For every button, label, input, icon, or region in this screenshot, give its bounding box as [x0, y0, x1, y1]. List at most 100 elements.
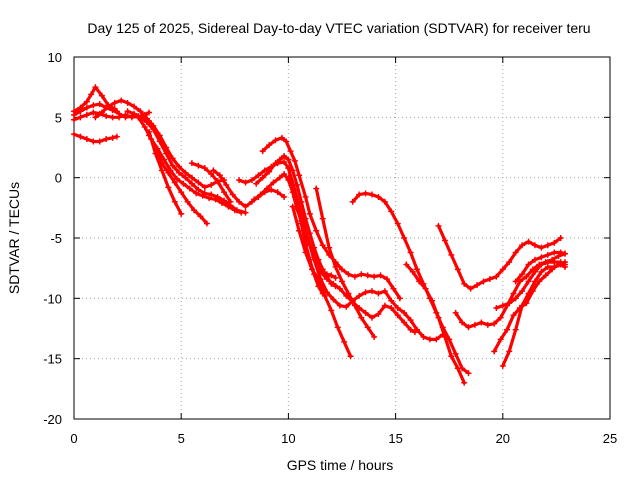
data-point [272, 137, 279, 144]
data-point [298, 210, 305, 217]
data-point [92, 84, 99, 91]
data-point [497, 336, 504, 343]
data-point [519, 302, 526, 309]
data-point [313, 227, 320, 234]
data-point [259, 174, 266, 181]
data-point [336, 302, 343, 309]
data-point [345, 290, 352, 297]
data-point [396, 295, 403, 302]
data-point [471, 321, 478, 328]
data-point [557, 235, 564, 241]
x-tick-label: 15 [388, 431, 402, 446]
data-point [538, 244, 545, 251]
data-point [461, 379, 468, 386]
data-point [150, 126, 157, 133]
data-point [195, 179, 202, 186]
data-point [242, 179, 249, 186]
data-point [135, 114, 142, 121]
data-point [83, 104, 90, 111]
data-point [531, 278, 538, 285]
data-point [416, 278, 423, 285]
data-point [195, 186, 202, 193]
data-point [388, 297, 395, 304]
data-point [377, 272, 384, 279]
data-point [401, 309, 408, 316]
data-point [384, 276, 391, 283]
data-point [111, 99, 118, 106]
data-point [231, 207, 238, 214]
data-point [259, 148, 266, 155]
data-point [334, 324, 341, 331]
data-point [504, 326, 511, 333]
data-point [308, 266, 315, 273]
data-point [191, 207, 198, 214]
data-point [467, 285, 474, 292]
series-line-sat-21 [404, 262, 466, 385]
data-point [362, 289, 369, 296]
data-point [349, 198, 356, 205]
data-point [188, 160, 195, 167]
data-point [341, 338, 348, 345]
x-tick-label: 20 [496, 431, 510, 446]
data-point [274, 189, 281, 196]
data-point [474, 282, 481, 289]
data-point [257, 191, 264, 198]
data-point [208, 191, 215, 198]
data-point [193, 190, 200, 197]
data-point [221, 189, 228, 196]
data-point [343, 303, 350, 310]
data-point [328, 307, 335, 314]
data-point [311, 254, 318, 261]
data-point [561, 261, 568, 268]
data-point [411, 329, 418, 336]
data-point [216, 172, 223, 179]
data-point [143, 119, 150, 126]
x-tick-label: 25 [603, 431, 617, 446]
data-point [551, 249, 558, 256]
data-point [345, 271, 352, 278]
data-point [394, 220, 401, 227]
data-point [152, 144, 159, 151]
data-point [208, 181, 215, 188]
data-point [88, 91, 95, 98]
data-point [358, 271, 365, 278]
data-point [131, 103, 138, 110]
data-point [178, 210, 185, 217]
data-point [77, 114, 84, 121]
data-point [551, 259, 558, 266]
data-point [317, 268, 324, 275]
data-point [103, 136, 110, 143]
data-point [390, 285, 397, 292]
data-point [422, 285, 429, 292]
data-point [478, 319, 485, 326]
data-point [321, 292, 328, 299]
data-point [253, 180, 260, 187]
data-point [403, 261, 410, 268]
data-point [90, 102, 97, 109]
y-axis-label: SDTVAR / TECUs [6, 182, 22, 294]
data-point [92, 114, 99, 121]
data-point [201, 165, 208, 172]
data-point [176, 169, 183, 176]
data-point [124, 99, 131, 106]
data-point [557, 259, 564, 266]
data-point [531, 256, 538, 263]
data-point [512, 295, 519, 302]
data-point [281, 193, 288, 200]
data-point [176, 163, 183, 170]
data-point [313, 185, 320, 192]
data-point [229, 191, 236, 198]
data-point [98, 109, 105, 116]
data-point [291, 186, 298, 193]
data-point [441, 333, 448, 340]
data-point [484, 321, 491, 328]
data-point [77, 133, 84, 140]
data-point [109, 114, 116, 121]
data-point [184, 198, 191, 205]
data-point [304, 235, 311, 241]
data-point [251, 196, 258, 203]
chart-title: Day 125 of 2025, Sidereal Day-to-day VTE… [87, 20, 590, 36]
data-point [538, 268, 545, 275]
data-point [283, 138, 290, 145]
series-line-sat-20 [351, 191, 471, 375]
